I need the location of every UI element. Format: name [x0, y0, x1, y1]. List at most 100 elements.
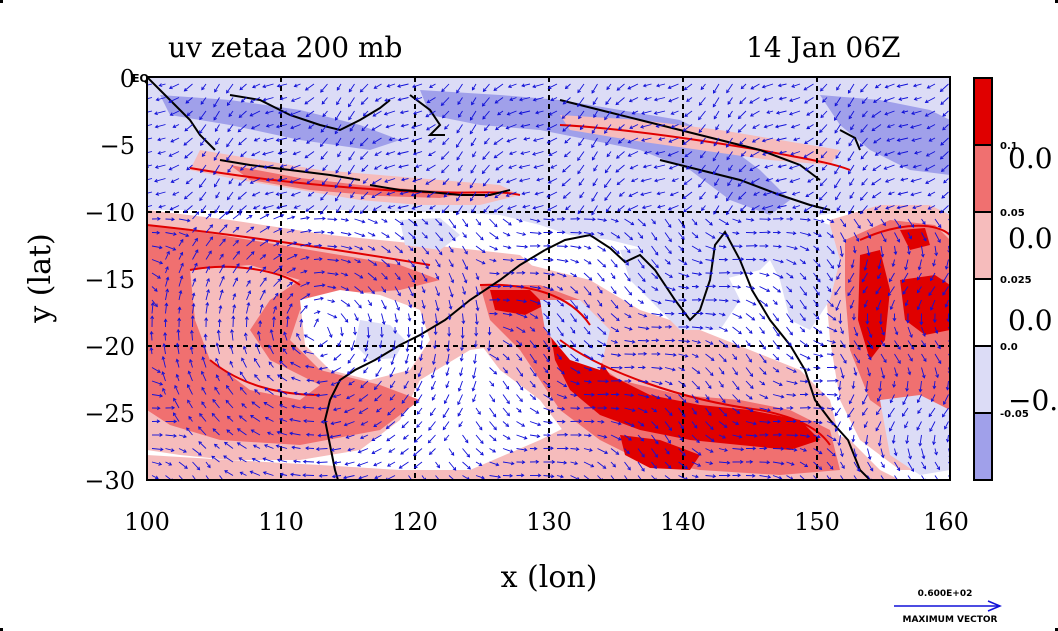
wind-vector: [246, 226, 254, 233]
wind-vector-head: [815, 302, 819, 307]
wind-vector: [752, 137, 760, 143]
wind-vector: [700, 83, 706, 90]
wind-vector-head: [353, 331, 357, 336]
wind-vector-head: [641, 138, 645, 142]
wind-vector: [162, 388, 166, 395]
wind-vector: [867, 448, 871, 460]
wind-vector: [698, 110, 706, 120]
wind-vector: [229, 361, 234, 368]
wind-vector-head: [429, 84, 433, 88]
wind-vector: [610, 218, 619, 223]
wind-vector: [637, 407, 648, 413]
wind-vector: [361, 421, 369, 426]
wind-vector-head: [331, 299, 336, 304]
wind-vector: [225, 400, 234, 409]
wind-vector: [745, 434, 757, 437]
wind-vector-head: [399, 249, 404, 254]
wind-vector: [246, 280, 251, 287]
wind-vector-head: [696, 370, 701, 374]
wind-vector: [529, 434, 540, 437]
wind-vector-head: [709, 372, 714, 377]
wind-vector-head: [693, 424, 698, 429]
wind-vector: [337, 340, 342, 347]
wind-vector-head: [834, 102, 839, 107]
wind-vector-head: [344, 461, 349, 466]
wind-vector-head: [424, 235, 428, 239]
wind-vector-head: [805, 193, 810, 198]
wind-vector: [263, 457, 274, 463]
wind-vector: [745, 218, 754, 221]
wind-vector-head: [387, 249, 391, 253]
wind-vector-head: [397, 276, 401, 281]
wind-vector: [738, 164, 747, 173]
wind-vector: [668, 137, 679, 143]
wind-vector-head: [577, 245, 582, 250]
wind-vector: [516, 421, 525, 427]
colorbar-swatch-1: [974, 145, 992, 212]
wind-vector: [630, 164, 639, 170]
wind-vector: [374, 380, 382, 390]
wind-vector: [151, 475, 159, 479]
wind-vector: [202, 356, 207, 368]
wind-vector-head: [834, 291, 838, 296]
wind-vector-head: [834, 412, 839, 417]
wind-vector: [772, 340, 780, 350]
wind-vector: [254, 374, 261, 382]
wind-vector-head: [335, 272, 339, 277]
wind-vector-head: [428, 426, 432, 431]
wind-vector-head: [252, 84, 256, 89]
wind-vector-head: [179, 275, 184, 280]
wind-vector-head: [724, 344, 729, 348]
wind-vector: [591, 191, 598, 202]
wind-vector-head: [333, 357, 337, 361]
wind-vector: [286, 254, 298, 260]
wind-vector: [394, 272, 401, 280]
wind-vector-head: [441, 88, 445, 93]
wind-vector-head: [302, 350, 307, 354]
wind-vector-head: [446, 348, 451, 353]
wind-vector-head: [322, 167, 326, 172]
wind-vector-head: [348, 156, 352, 161]
wind-vector-head: [775, 110, 780, 115]
wind-vector-head: [550, 287, 555, 292]
wind-vector-head: [667, 465, 672, 469]
wind-vector-head: [834, 170, 838, 175]
wind-vector: [273, 306, 277, 314]
wind-vector: [246, 302, 250, 314]
wind-vector-head: [898, 97, 903, 101]
wind-vector-head: [627, 139, 632, 144]
wind-vector: [373, 421, 382, 427]
wind-vector-head: [521, 329, 526, 333]
wind-vector-head: [643, 150, 648, 155]
wind-vector-head: [360, 384, 364, 389]
wind-vector: [543, 475, 554, 477]
wind-vector-head: [668, 427, 673, 431]
wind-vector-head: [645, 338, 650, 343]
wind-vector: [705, 380, 712, 389]
wind-vector-head: [803, 154, 808, 158]
wind-vector-head: [536, 218, 541, 223]
wind-vector: [732, 313, 742, 319]
wind-vector: [732, 218, 742, 223]
wind-vector: [597, 326, 606, 335]
wind-vector: [391, 353, 396, 365]
wind-vector-head: [641, 453, 645, 458]
wind-vector: [502, 313, 512, 316]
wind-vector: [165, 475, 173, 480]
wind-vector-head: [940, 168, 945, 172]
wind-vector-head: [951, 359, 954, 362]
wind-vector-head: [616, 235, 621, 239]
wind-vector-head: [808, 419, 812, 424]
wind-vector: [273, 214, 284, 220]
wind-vector: [533, 97, 544, 101]
wind-vector-head: [849, 305, 854, 310]
wind-vector: [305, 83, 315, 91]
wind-vector: [340, 259, 351, 263]
wind-vector-head: [802, 260, 806, 265]
wind-vector: [375, 367, 382, 377]
wind-vector: [684, 178, 693, 185]
wind-vector-head: [861, 100, 866, 105]
wind-vector: [683, 124, 693, 132]
wind-vector-head: [850, 126, 854, 131]
wind-vector-head: [469, 130, 474, 135]
